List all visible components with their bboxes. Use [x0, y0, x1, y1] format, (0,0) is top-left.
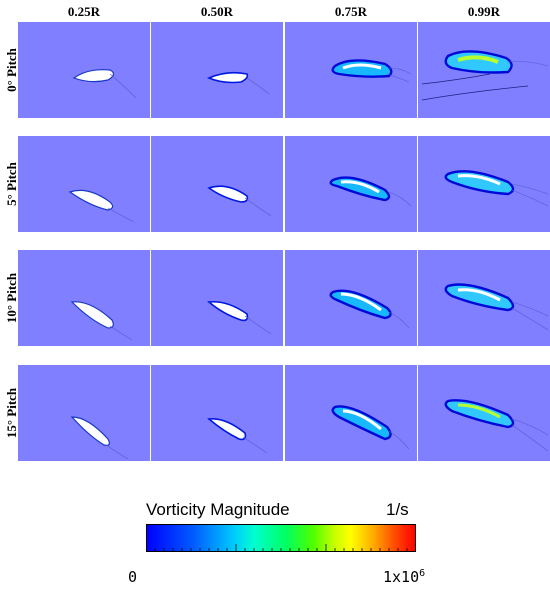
colorbar-unit: 1/s — [386, 500, 409, 519]
panel-0pitch-050r — [151, 22, 283, 118]
panel-15pitch-099r — [418, 365, 550, 461]
panel-0pitch-025r — [18, 22, 150, 118]
column-label-075r: 0.75R — [334, 4, 368, 19]
colorbar-ticks — [154, 544, 408, 552]
column-label-050r: 0.50R — [200, 4, 234, 19]
panel-15pitch-050r — [151, 365, 283, 461]
panel-5pitch-099r — [418, 136, 550, 232]
panel-10pitch-050r — [151, 250, 283, 346]
colorbar-max-label: 1x106 — [383, 568, 426, 586]
column-label-025r: 0.25R — [67, 4, 101, 19]
vorticity-field-image — [72, 69, 137, 99]
column-label-099r: 0.99R — [467, 4, 501, 19]
panel-15pitch-075r — [285, 365, 417, 461]
panel-5pitch-025r — [18, 136, 150, 232]
panel-5pitch-075r — [285, 136, 417, 232]
colorbar-title: Vorticity Magnitude — [146, 500, 290, 519]
panel-10pitch-075r — [285, 250, 417, 346]
panel-10pitch-025r — [18, 250, 150, 346]
panel-0pitch-075r — [285, 22, 417, 118]
panel-10pitch-099r — [418, 250, 550, 346]
colorbar-min-label: 0 — [128, 568, 138, 586]
panel-0pitch-099r — [418, 22, 550, 118]
panel-15pitch-025r — [18, 365, 150, 461]
panel-5pitch-050r — [151, 136, 283, 232]
